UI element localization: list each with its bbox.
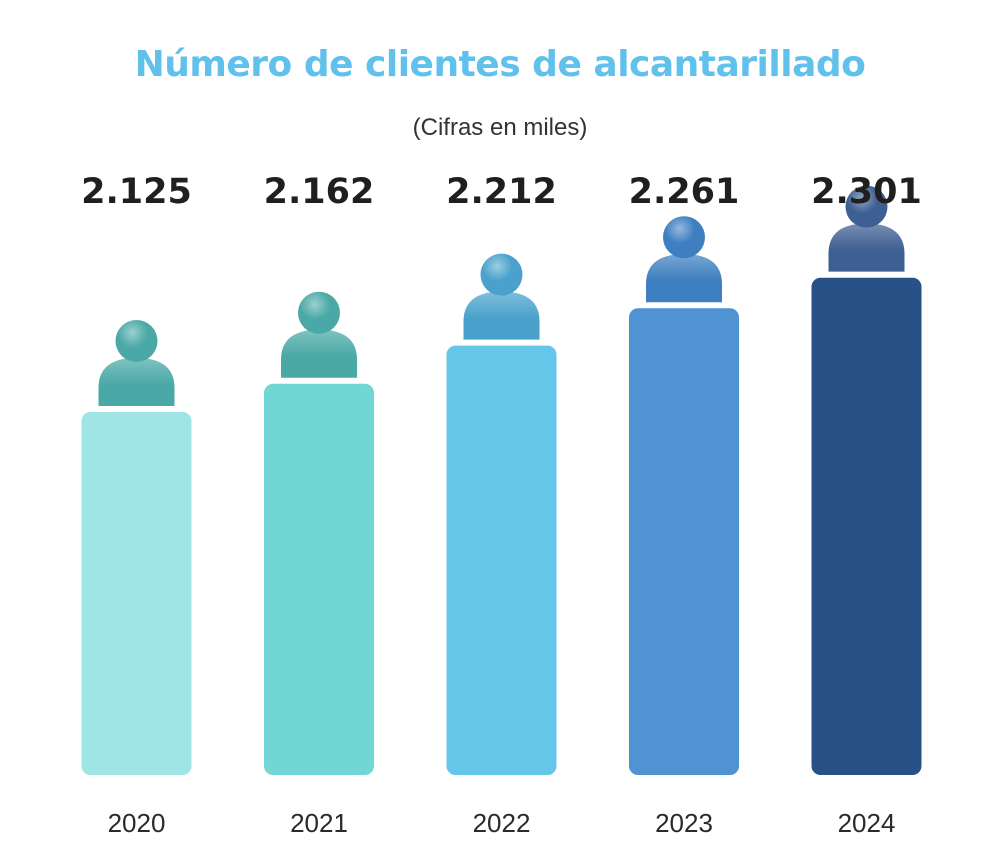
bar-2023	[629, 308, 739, 775]
value-label: 2.301	[811, 172, 922, 212]
x-tick-label: 2020	[108, 808, 166, 838]
chart-subtitle: (Cifras en miles)	[412, 114, 588, 141]
value-label: 2.261	[629, 172, 740, 212]
person-icon	[828, 185, 905, 272]
value-label: 2.125	[81, 172, 192, 212]
x-tick-label: 2022	[473, 808, 531, 838]
bar-2020	[81, 412, 192, 775]
x-tick-label: 2024	[838, 808, 896, 838]
person-icon	[646, 216, 722, 303]
person-icon	[98, 320, 175, 406]
bar-2024	[811, 277, 922, 775]
x-tick-label: 2021	[290, 808, 348, 838]
person-icon	[281, 291, 357, 378]
x-tick-label: 2023	[655, 808, 713, 838]
chart-title: Número de clientes de alcantarillado	[134, 44, 866, 85]
person-icon	[463, 253, 540, 340]
value-label: 2.212	[446, 172, 557, 212]
bar-2021	[264, 383, 374, 775]
value-label: 2.162	[264, 172, 375, 212]
bar-2022	[446, 345, 557, 775]
